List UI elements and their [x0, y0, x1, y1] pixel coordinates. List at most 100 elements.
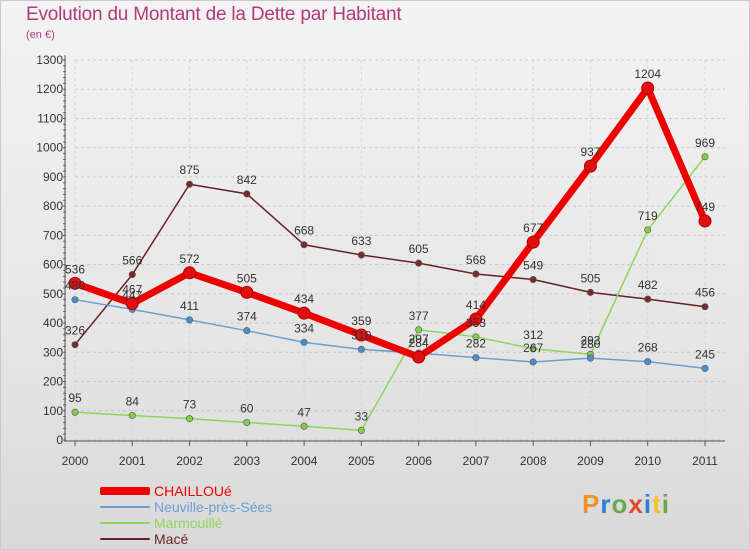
series-line-CHAILLOUé	[71, 84, 709, 361]
data-point	[125, 296, 139, 310]
y-tick-label: 900	[43, 170, 63, 184]
data-point	[526, 235, 540, 249]
data-label: 73	[183, 398, 197, 412]
x-tick-label: 2006	[405, 454, 432, 468]
data-point	[240, 285, 254, 299]
data-label: 536	[65, 262, 85, 276]
data-label: 95	[68, 391, 82, 405]
data-point	[71, 296, 79, 304]
data-label: 377	[409, 309, 429, 323]
x-tick-label: 2001	[119, 454, 146, 468]
data-point	[472, 333, 480, 341]
series-line-Neuville-près-Sées	[74, 298, 706, 370]
y-tick-label: 0	[56, 433, 63, 447]
data-label: 937	[580, 145, 600, 159]
logo-letter: P	[582, 489, 601, 519]
data-point	[71, 341, 79, 349]
x-tick-label: 2002	[176, 454, 203, 468]
data-point	[472, 354, 480, 362]
data-point	[68, 276, 82, 290]
data-label: 480	[65, 279, 85, 293]
data-label: 326	[65, 324, 85, 338]
data-point	[415, 326, 423, 334]
data-label: 84	[126, 394, 140, 408]
x-tick-label: 2009	[577, 454, 604, 468]
data-point	[300, 422, 308, 430]
chart-title: Evolution du Montant de la Dette par Hab…	[26, 4, 402, 25]
data-label: 568	[466, 253, 486, 267]
data-label: 566	[122, 254, 142, 268]
data-point	[412, 350, 426, 364]
data-label: 47	[297, 405, 311, 419]
logo-letter: x	[628, 489, 644, 519]
data-point	[641, 81, 655, 95]
x-tick-label: 2010	[634, 454, 661, 468]
y-tick-label: 100	[43, 404, 63, 418]
data-point	[644, 226, 652, 234]
data-label: 1204	[634, 67, 661, 81]
data-label: 633	[351, 234, 371, 248]
data-point	[243, 327, 251, 335]
data-point	[644, 295, 652, 303]
data-label: 280	[580, 337, 600, 351]
data-point	[698, 214, 712, 228]
data-label: 359	[351, 314, 371, 328]
logo-letter: o	[611, 489, 629, 519]
data-label: 749	[695, 200, 715, 214]
data-point	[529, 345, 537, 353]
y-tick-label: 200	[43, 375, 63, 389]
data-label: 33	[355, 409, 369, 423]
data-label: 505	[580, 271, 600, 285]
data-label: 60	[240, 401, 254, 415]
data-point	[586, 354, 594, 362]
data-point	[701, 364, 709, 372]
logo-letter: i	[661, 489, 670, 519]
legend-label: Marmouillé	[154, 515, 223, 531]
data-point	[183, 266, 197, 280]
chart-subtitle: (en €)	[26, 29, 55, 41]
data-label: 267	[523, 341, 543, 355]
data-point	[586, 288, 594, 296]
data-point	[529, 276, 537, 284]
data-label: 875	[180, 163, 200, 177]
data-point	[529, 358, 537, 366]
data-label: 447	[122, 288, 142, 302]
y-tick-label: 500	[43, 287, 63, 301]
data-label: 677	[523, 221, 543, 235]
data-label: 310	[351, 328, 371, 342]
y-tick-label: 700	[43, 228, 63, 242]
x-tick-label: 2004	[291, 454, 318, 468]
y-tick-label: 400	[43, 316, 63, 330]
data-point	[300, 338, 308, 346]
data-point	[354, 328, 368, 342]
data-point	[469, 312, 483, 326]
data-label: 293	[580, 333, 600, 347]
data-point	[300, 241, 308, 249]
data-label: 374	[237, 310, 257, 324]
x-tick-label: 2003	[233, 454, 260, 468]
x-tick-label: 2008	[520, 454, 547, 468]
proxiti-logo: Proxiti	[582, 489, 670, 520]
data-point	[186, 316, 194, 324]
data-point	[186, 180, 194, 188]
legend-swatch	[100, 487, 150, 495]
data-label: 284	[409, 336, 429, 350]
data-label: 334	[294, 321, 314, 335]
data-label: 668	[294, 224, 314, 238]
data-label: 572	[180, 252, 200, 266]
data-point	[583, 159, 597, 173]
series-line-Macé	[74, 183, 706, 346]
x-tick-label: 2007	[463, 454, 490, 468]
x-tick-label: 2011	[692, 454, 718, 468]
data-point	[357, 251, 365, 259]
data-point	[644, 358, 652, 366]
data-point	[186, 415, 194, 423]
data-label: 353	[466, 316, 486, 330]
data-label: 719	[638, 209, 658, 223]
legend-swatch	[100, 538, 150, 540]
legend-label: CHAILLOUé	[154, 483, 232, 499]
data-point	[128, 411, 136, 419]
data-point	[297, 306, 311, 320]
